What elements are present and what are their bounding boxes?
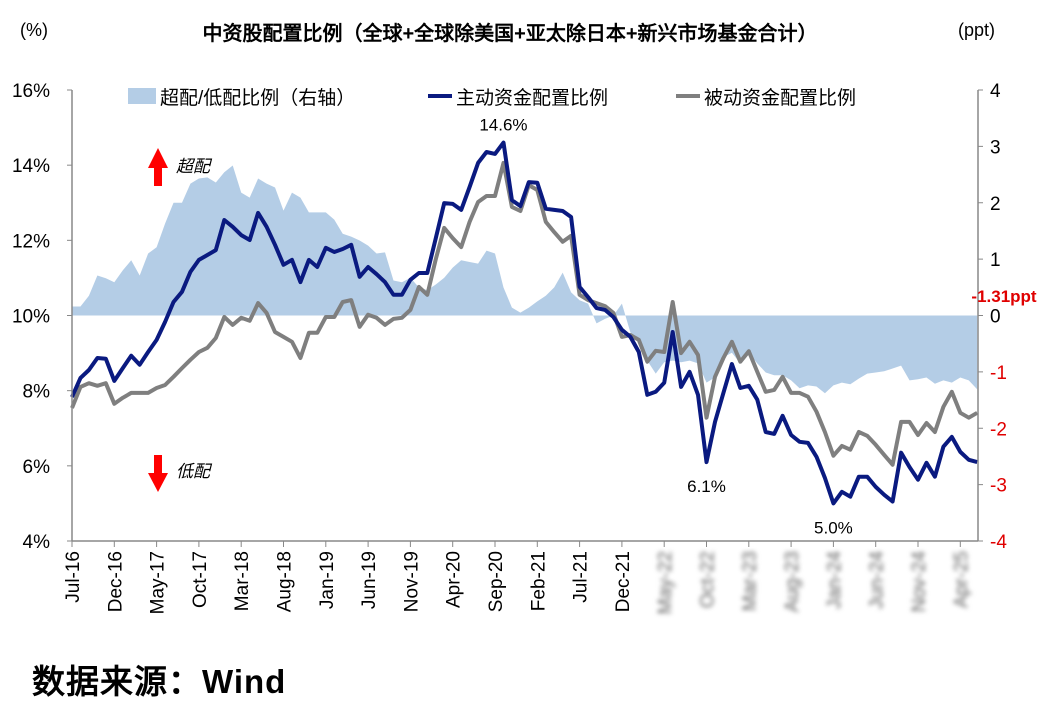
legend-label-active: 主动资金配置比例: [456, 87, 608, 109]
x-tick-label: Apr-25: [951, 551, 972, 608]
right-tick-label: 2: [990, 194, 1001, 215]
left-tick-label: 6%: [23, 457, 51, 478]
right-tick-label: -2: [990, 419, 1007, 440]
x-tick-label: Mar-23: [740, 551, 761, 611]
right-tick-label: -4: [990, 532, 1007, 553]
x-tick-label: Jun-24: [867, 551, 888, 610]
x-tick-label: Aug-18: [275, 551, 296, 612]
x-tick-label: Oct-22: [698, 551, 719, 608]
data-label: -1.31ppt: [971, 287, 1037, 306]
right-tick-label: -3: [990, 476, 1007, 497]
data-label: 14.6%: [479, 116, 527, 135]
x-tick-label: May-22: [655, 551, 676, 614]
legend-swatch-area: [128, 88, 156, 104]
x-tick-label: Nov-19: [401, 551, 422, 612]
x-tick-label: Apr-20: [444, 551, 465, 608]
x-tick-label: Jan-19: [317, 551, 338, 609]
x-tick-label: Jul-21: [571, 551, 592, 603]
red-up-arrow-icon: [148, 148, 168, 186]
area-series-overweight-underweight: [72, 165, 978, 394]
underweight-label: 低配: [176, 462, 213, 481]
x-tick-label: Jan-24: [824, 551, 845, 610]
x-tick-label: Nov-24: [909, 551, 930, 613]
data-label: 5.0%: [814, 518, 853, 537]
legend-label-passive: 被动资金配置比例: [704, 87, 856, 109]
line-series-active: [70, 140, 978, 506]
right-tick-label: 1: [990, 250, 1001, 271]
x-tick-label: Aug-23: [782, 551, 803, 612]
overweight-label: 超配: [176, 157, 213, 176]
left-tick-label: 4%: [23, 532, 51, 553]
left-tick-label: 10%: [12, 307, 50, 328]
x-tick-label: Sep-20: [486, 551, 507, 612]
right-tick-label: 0: [990, 307, 1001, 328]
x-tick-label: Jul-16: [63, 551, 84, 603]
source-note: 数据来源：Wind: [32, 663, 287, 700]
right-tick-label: -1: [990, 363, 1007, 384]
right-tick-label: 4: [990, 81, 1001, 102]
x-tick-label: Jun-19: [359, 551, 380, 609]
red-down-arrow-icon: [148, 455, 168, 492]
chart-title: 中资股配置比例（全球+全球除美国+亚太除日本+新兴市场基金合计）: [202, 21, 817, 45]
x-tick-label: Dec-21: [613, 551, 634, 612]
left-axis-unit: (%): [20, 20, 48, 40]
chart: 中资股配置比例（全球+全球除美国+亚太除日本+新兴市场基金合计） (%) (ppt)…: [12, 20, 1037, 614]
left-tick-label: 16%: [12, 81, 50, 102]
x-tick-label: Mar-18: [232, 551, 253, 611]
right-tick-label: 3: [990, 137, 1001, 158]
right-axis-unit: (ppt): [958, 20, 995, 40]
x-tick-label: Dec-16: [105, 551, 126, 612]
left-tick-label: 14%: [12, 156, 50, 177]
legend-label-area: 超配/低配比例（右轴）: [160, 87, 355, 109]
left-tick-label: 8%: [23, 382, 51, 403]
x-tick-label: Oct-17: [190, 551, 211, 608]
x-tick-label: May-17: [148, 551, 169, 614]
x-tick-label: Feb-21: [528, 551, 549, 611]
data-label: 6.1%: [687, 477, 726, 496]
left-tick-label: 12%: [12, 231, 50, 252]
